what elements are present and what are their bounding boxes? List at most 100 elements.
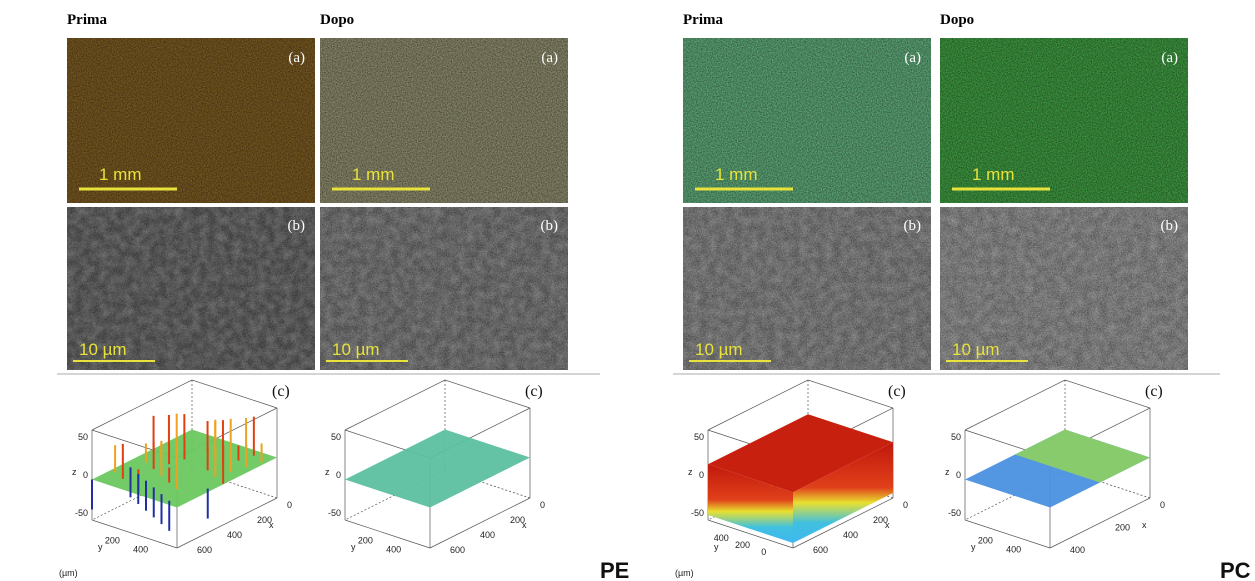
plot-box bbox=[707, 379, 809, 431]
x-tick-label: 400 bbox=[227, 530, 242, 540]
panel-tag: (c) bbox=[525, 383, 543, 400]
texture bbox=[67, 38, 315, 203]
plot-box bbox=[176, 497, 278, 549]
panel-tag: (c) bbox=[888, 383, 906, 400]
plot-box bbox=[964, 379, 1066, 431]
plot-box bbox=[429, 497, 531, 549]
z-tick-label: 50 bbox=[331, 432, 341, 442]
z-tick-label: -50 bbox=[691, 508, 704, 518]
plot-box bbox=[707, 519, 794, 549]
axis-label: z bbox=[325, 467, 330, 477]
plot-box bbox=[792, 497, 894, 549]
surface-patch bbox=[1015, 429, 1150, 483]
plot-box bbox=[964, 469, 1066, 521]
z-tick-label: 0 bbox=[699, 470, 704, 480]
x-tick-label: 600 bbox=[450, 545, 465, 555]
z-tick-label: 50 bbox=[951, 432, 961, 442]
plot-box bbox=[1064, 379, 1151, 409]
panel-tag: (a) bbox=[288, 50, 305, 66]
column-title: Prima bbox=[683, 12, 723, 28]
scale-label: 1 mm bbox=[352, 165, 395, 184]
texture bbox=[67, 207, 315, 370]
texture bbox=[940, 207, 1188, 370]
surface-side bbox=[793, 442, 893, 543]
z-tick-label: -50 bbox=[328, 508, 341, 518]
texture bbox=[940, 38, 1188, 203]
plot-box bbox=[1049, 497, 1151, 549]
unit-label: (µm) bbox=[59, 568, 78, 578]
axis-label: y bbox=[971, 542, 976, 552]
surface-side bbox=[708, 464, 793, 543]
x-tick-label: 400 bbox=[480, 530, 495, 540]
x-tick-label: 0 bbox=[540, 500, 545, 510]
column-title: Prima bbox=[67, 12, 107, 28]
scale-label: 1 mm bbox=[972, 165, 1015, 184]
y-tick-label: 400 bbox=[133, 545, 148, 555]
panel-tag: (b) bbox=[904, 218, 922, 234]
x-tick-label: 400 bbox=[843, 530, 858, 540]
panel-tag: (c) bbox=[272, 383, 290, 400]
axis-label: z bbox=[72, 467, 77, 477]
y-tick-label: 400 bbox=[714, 533, 729, 543]
y-tick-label: 200 bbox=[105, 535, 120, 545]
x-tick-label: 0 bbox=[903, 500, 908, 510]
column-title: Dopo bbox=[320, 12, 354, 28]
y-tick-label: 0 bbox=[761, 547, 766, 557]
plot-box bbox=[444, 469, 531, 499]
surface bbox=[708, 414, 893, 493]
x-tick-label: 200 bbox=[510, 515, 525, 525]
scale-label: 1 mm bbox=[99, 165, 142, 184]
texture bbox=[683, 207, 931, 370]
axis-label: y bbox=[351, 542, 356, 552]
panel-tag: (b) bbox=[288, 218, 306, 234]
scale-label: 10 µm bbox=[332, 340, 380, 359]
panel-label: PE bbox=[600, 558, 629, 581]
plot-box bbox=[807, 379, 894, 409]
column-title: Dopo bbox=[940, 12, 974, 28]
x-tick-label: 0 bbox=[1160, 500, 1165, 510]
panel-tag: (c) bbox=[1145, 383, 1163, 400]
y-tick-label: 400 bbox=[1006, 545, 1021, 555]
scale-label: 10 µm bbox=[79, 340, 127, 359]
y-tick-label: 200 bbox=[735, 540, 750, 550]
z-tick-label: 0 bbox=[83, 470, 88, 480]
axis-label: x bbox=[885, 520, 890, 530]
y-tick-label: 200 bbox=[978, 535, 993, 545]
panel-label: PC bbox=[1220, 558, 1251, 581]
axis-label: x bbox=[269, 520, 274, 530]
x-tick-label: 200 bbox=[1115, 523, 1130, 533]
x-tick-label: 200 bbox=[257, 515, 272, 525]
x-tick-label: 0 bbox=[287, 500, 292, 510]
scale-label: 10 µm bbox=[695, 340, 743, 359]
axis-label: z bbox=[945, 467, 950, 477]
axis-label: z bbox=[688, 467, 693, 477]
z-tick-label: -50 bbox=[948, 508, 961, 518]
scale-label: 1 mm bbox=[715, 165, 758, 184]
unit-label: (µm) bbox=[675, 568, 694, 578]
plot-box bbox=[344, 519, 431, 549]
plot-box bbox=[444, 379, 531, 409]
plot-box bbox=[91, 379, 193, 431]
x-tick-label: 400 bbox=[1070, 545, 1085, 555]
x-tick-label: 600 bbox=[813, 545, 828, 555]
z-tick-label: 0 bbox=[336, 470, 341, 480]
surface bbox=[345, 429, 530, 508]
plot-box bbox=[344, 469, 446, 521]
x-tick-label: 600 bbox=[197, 545, 212, 555]
panel-tag: (b) bbox=[1161, 218, 1179, 234]
plot-box bbox=[964, 519, 1051, 549]
x-tick-label: 200 bbox=[873, 515, 888, 525]
scale-label: 10 µm bbox=[952, 340, 1000, 359]
panel-tag: (a) bbox=[541, 50, 558, 66]
panel-tag: (a) bbox=[1161, 50, 1178, 66]
y-tick-label: 200 bbox=[358, 535, 373, 545]
z-tick-label: -50 bbox=[75, 508, 88, 518]
texture bbox=[320, 38, 568, 203]
plot-box bbox=[191, 379, 278, 409]
axis-label: y bbox=[98, 542, 103, 552]
texture bbox=[683, 38, 931, 203]
plot-box bbox=[91, 469, 193, 521]
plot-box bbox=[91, 519, 178, 549]
z-tick-label: 0 bbox=[956, 470, 961, 480]
